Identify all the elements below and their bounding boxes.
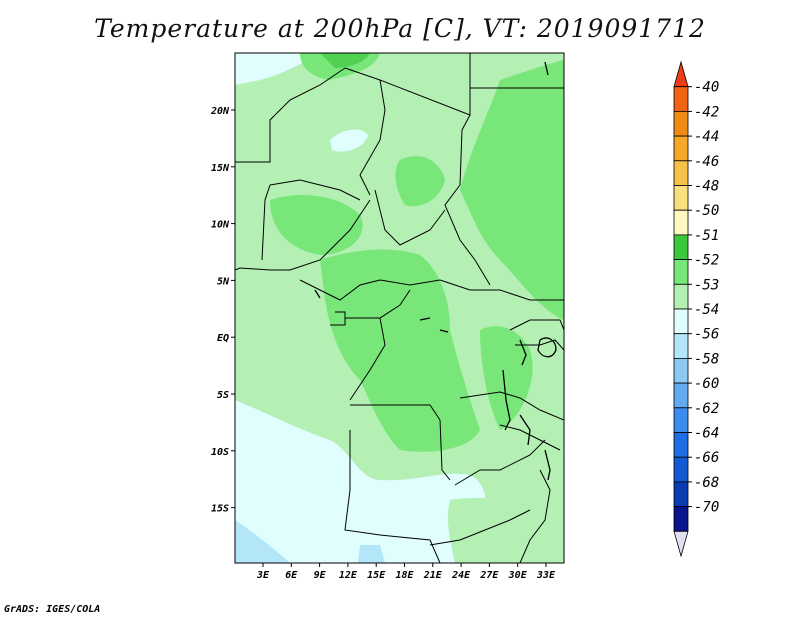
lat-tick-label: EQ [217,333,229,344]
field-light-blue-s [358,545,385,563]
lon-tick-label: 21E [423,570,443,581]
country-borders [235,53,564,563]
lat-tick-label: 15S [211,504,229,515]
colorbar-label: -40 [694,80,719,96]
lon-tick-label: 15E [367,570,386,581]
colorbar-label: -42 [694,104,719,120]
field-light-blue-sw [235,520,290,563]
lon-tick-label: 6E [285,570,298,581]
lon-tick-label: 12E [339,570,358,581]
lon-tick-label: 27E [479,570,499,581]
colorbar-swatch [673,407,689,433]
colorbar-top-triangle [673,60,689,88]
colorbar-swatch [673,333,689,359]
lon-tick-label: 9E [314,570,327,581]
colorbar-label: -53 [694,277,719,293]
colorbar-label: -48 [694,179,719,195]
colorbar-swatch [673,259,689,285]
lat-tick-label: 10S [211,447,229,458]
field-dark-green-north [320,53,370,68]
field-pale-cyan-north [235,53,320,85]
colorbar-swatch [673,160,689,186]
colorbar-label: -56 [694,327,719,343]
credit-text: GrADS: IGES/COLA [4,604,101,615]
colorbar-swatch [673,456,689,483]
latitude-axis: 20N 15N 10N 5N EQ 5S 10S 15S [210,106,235,515]
colorbar-swatch [673,111,689,137]
lat-tick-label: 20N [210,106,230,117]
colorbar-swatch [673,506,689,532]
colorbar-label: -62 [694,401,719,417]
colorbar-label: -64 [694,426,719,442]
colorbar-label: -46 [694,154,719,170]
colorbar-label: -54 [694,302,719,318]
colorbar-label: -50 [694,203,719,219]
colorbar-swatch [673,86,689,112]
colorbar-label: -66 [694,450,719,466]
field-green-congo [320,249,480,452]
colorbar-label: -60 [694,376,719,392]
colorbar-label: -51 [694,228,719,244]
colorbar-swatch [673,432,689,458]
colorbar-swatch [673,209,689,236]
colorbar-swatch [673,185,689,211]
field-green-lakes [480,326,533,430]
colorbar-label: -52 [694,253,719,269]
field-green-chad [395,156,445,207]
lon-tick-label: 30E [508,570,528,581]
colorbar-swatch [673,357,689,384]
lon-tick-label: 33E [536,570,556,581]
map-title: Temperature at 200hPa [C], VT: 201909171… [94,14,706,43]
colorbar-swatch [673,234,689,260]
lat-tick-label: 15N [211,163,230,174]
lat-tick-label: 5N [217,276,230,287]
colorbar-swatch [673,283,689,310]
colorbar-swatch [673,481,689,507]
colorbar-swatch [673,308,689,335]
colorbar-label: -58 [694,351,719,367]
lon-tick-label: 24E [451,570,471,581]
colorbar-swatch [673,135,689,162]
field-light-green-se [447,498,554,563]
lakes [314,61,557,481]
lon-tick-label: 3E [256,570,270,581]
colorbar-label: -68 [694,475,719,491]
field-green-east [460,60,564,320]
map-frame [234,52,565,564]
field-pale-cyan-sahel [330,129,368,152]
longitude-axis: 3E 6E 9E 12E 15E 18E 21E 24E 27E 30E 33E [256,563,556,581]
colorbar-bottom-triangle [673,530,689,558]
lon-tick-label: 18E [395,570,414,581]
map-plot [234,52,565,564]
colorbar-swatch [673,382,689,409]
colorbar-label: -44 [694,129,719,145]
lat-tick-label: 10N [211,220,230,231]
field-pale-cyan-south [235,400,486,563]
colorbar: -40 -42 -44 -46 -48 -50 -51 -52 -53 -54 -56 -58 -60 -… [673,60,719,558]
lat-tick-label: 5S [217,390,229,401]
colorbar-label: -70 [694,500,719,516]
